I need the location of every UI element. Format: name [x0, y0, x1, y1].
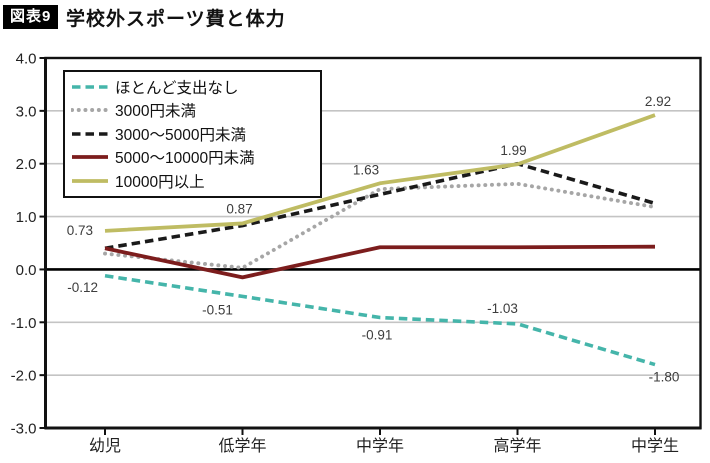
figure-number-badge: 図表9: [3, 5, 59, 29]
legend-label: 10000円以上: [115, 173, 205, 191]
legend-swatch: [72, 155, 108, 160]
legend-item: 5000〜10000円未満: [71, 146, 320, 170]
x-tick-label: 幼児: [89, 437, 121, 455]
series-line: [103, 181, 657, 270]
y-tick-label: 1.0: [16, 209, 37, 226]
chart-legend: ほとんど支出なし 3000円未満 3000〜5000円未満 5000〜10000円未満…: [63, 70, 322, 198]
legend-item: 3000円未満: [71, 99, 320, 123]
page-title: 学校外スポーツ費と体力: [66, 9, 286, 30]
legend-label: 3000〜5000円未満: [115, 126, 246, 144]
y-tick-label: 4.0: [16, 51, 37, 68]
data-label: 0.73: [67, 223, 93, 238]
data-label: 1.63: [353, 162, 379, 177]
data-label: -1.03: [487, 301, 518, 316]
legend-label: 3000円未満: [115, 103, 196, 121]
data-label: -0.12: [67, 280, 98, 295]
legend-item: ほとんど支出なし: [71, 75, 320, 99]
y-tick-label: -1.0: [11, 315, 37, 332]
legend-swatch: [71, 108, 109, 113]
data-label: -0.91: [362, 328, 393, 343]
x-tick-label: 低学年: [218, 437, 266, 455]
y-tick-label: -2.0: [11, 368, 37, 385]
x-tick-label: 中学年: [356, 437, 404, 455]
data-label: 0.87: [226, 201, 252, 216]
series-line: [104, 273, 656, 367]
data-label: -1.80: [649, 370, 680, 385]
y-tick-label: 0.0: [16, 262, 37, 279]
legend-item: 10000円以上: [71, 169, 320, 193]
series-line: [104, 113, 656, 233]
legend-item: 3000〜5000円未満: [71, 122, 320, 146]
legend-label: 5000〜10000円未満: [115, 150, 255, 168]
data-label: -0.51: [202, 302, 233, 317]
legend-swatch: [72, 178, 108, 183]
legend-label: ほとんど支出なし: [115, 79, 239, 97]
x-tick-label: 高学年: [493, 437, 541, 455]
data-label: 1.99: [500, 143, 526, 158]
legend-swatch: [72, 131, 108, 136]
y-tick-label: 2.0: [16, 156, 37, 173]
legend-swatch: [72, 84, 108, 89]
data-label: 2.92: [645, 94, 671, 109]
y-tick-label: -3.0: [11, 421, 37, 438]
chart-header: 図表9 学校外スポーツ費と体力: [0, 0, 710, 34]
x-tick-label: 中学生: [631, 437, 679, 455]
y-tick-label: 3.0: [16, 103, 37, 120]
series-line: [104, 244, 656, 280]
